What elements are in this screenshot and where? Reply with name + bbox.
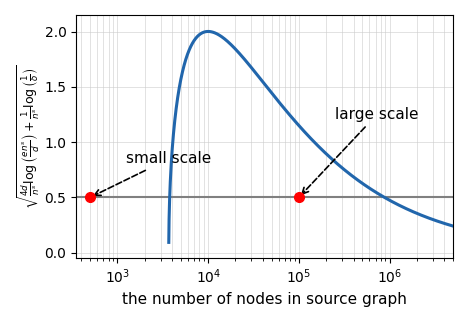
Text: large scale: large scale <box>302 107 418 194</box>
Text: small scale: small scale <box>95 151 212 195</box>
X-axis label: the number of nodes in source graph: the number of nodes in source graph <box>122 292 407 307</box>
Y-axis label: $\sqrt{\frac{4d}{n^s}\log\left(\frac{en^s}{d}\right)+\frac{1}{n^s}\log\left(\fra: $\sqrt{\frac{4d}{n^s}\log\left(\frac{en^… <box>15 64 42 209</box>
